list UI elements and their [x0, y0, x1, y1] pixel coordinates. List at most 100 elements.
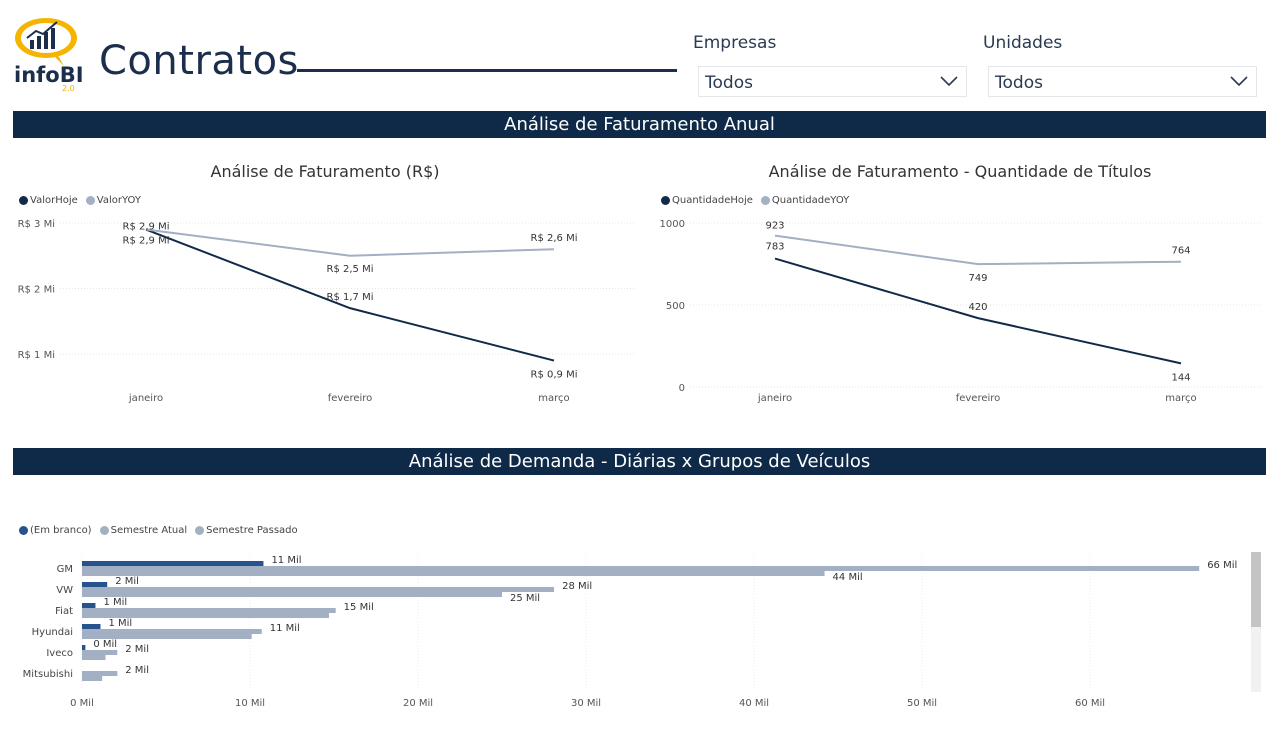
data-label: 11 Mil — [271, 555, 301, 566]
bar-2-iveco — [82, 655, 106, 660]
logo-text: infoBI — [14, 63, 82, 87]
legend-label: Semestre Passado — [206, 525, 298, 536]
bar-0-gm — [82, 561, 264, 566]
data-label: 66 Mil — [1207, 560, 1237, 571]
data-label: 2 Mil — [125, 644, 149, 655]
data-label: 420 — [968, 302, 987, 313]
data-label: 0 Mil — [93, 639, 117, 650]
bar-1-vw — [82, 587, 555, 592]
legend-label: ValorHoje — [30, 195, 78, 206]
x-tick-label: 30 Mil — [571, 698, 601, 709]
x-tick-label: janeiro — [128, 393, 163, 404]
legend-dot — [760, 196, 770, 205]
data-label: 2 Mil — [115, 576, 139, 587]
empresas-value: Todos — [705, 73, 753, 93]
unidades-dropdown[interactable]: Todos — [988, 66, 1257, 97]
scrollbar-thumb[interactable] — [1251, 552, 1261, 627]
section-analise-demanda: Análise de Demanda - Diárias x Grupos de… — [13, 448, 1266, 475]
bar-0-iveco — [82, 645, 86, 650]
legend-demanda: (Em branco) Semestre Atual Semestre Pass… — [19, 525, 302, 536]
y-tick-label: 0 — [679, 383, 685, 394]
legend-item-quantidadehoje[interactable]: QuantidadeHoje — [661, 195, 753, 206]
empresas-label: Empresas — [693, 33, 777, 53]
data-label: 749 — [968, 273, 987, 284]
chevron-down-icon — [940, 76, 958, 87]
legend-item-semestre-atual[interactable]: Semestre Atual — [99, 525, 188, 536]
legend-item-em-branco[interactable]: (Em branco) — [19, 525, 92, 536]
data-label: 25 Mil — [510, 593, 540, 604]
x-tick-label: março — [1165, 393, 1196, 404]
series-line-valorhoje — [145, 228, 555, 362]
legend-quantidade: QuantidadeHoje QuantidadeYOY — [661, 195, 853, 206]
page-title: Contratos — [99, 38, 299, 84]
unidades-label: Unidades — [983, 33, 1063, 53]
x-tick-label: 60 Mil — [1075, 698, 1105, 709]
data-label: 1 Mil — [108, 618, 132, 629]
legend-item-valoryoy[interactable]: ValorYOY — [85, 195, 141, 206]
bar-2-fiat — [82, 613, 329, 618]
bar-1-fiat — [82, 608, 336, 613]
series-line-quantidadehoje — [774, 257, 1182, 365]
bar-1-hyundai — [82, 629, 262, 634]
data-label: 783 — [765, 242, 784, 253]
y-tick-label: 1000 — [660, 219, 685, 230]
bar-0-hyundai — [82, 624, 101, 629]
y-tick-label: 500 — [666, 301, 685, 312]
y-category-label: Hyundai — [32, 627, 73, 638]
bar-1-mitsubishi — [82, 671, 118, 676]
y-category-label: Mitsubishi — [23, 669, 73, 680]
legend-label: QuantidadeYOY — [771, 195, 850, 206]
bar-0-fiat — [82, 603, 96, 608]
chart-title-quantidade: Análise de Faturamento - Quantidade de T… — [768, 162, 1152, 181]
data-label: 1 Mil — [103, 597, 127, 608]
data-label: 144 — [1171, 372, 1190, 383]
x-tick-label: 50 Mil — [907, 698, 937, 709]
legend-item-quantidadeyoy[interactable]: QuantidadeYOY — [760, 195, 850, 206]
x-tick-label: fevereiro — [328, 393, 373, 404]
x-tick-label: 10 Mil — [235, 698, 265, 709]
data-label: R$ 1,7 Mi — [327, 292, 374, 303]
x-tick-label: fevereiro — [956, 393, 1001, 404]
legend-label: Semestre Atual — [110, 525, 188, 536]
legend-dot — [19, 526, 28, 535]
section-faturamento-anual: Análise de Faturamento Anual — [13, 111, 1266, 138]
data-label: R$ 2,9 Mi — [123, 222, 170, 233]
data-label: 764 — [1171, 246, 1190, 257]
y-category-label: Fiat — [55, 606, 73, 617]
legend-dot — [195, 526, 205, 535]
data-label: R$ 0,9 Mi — [531, 370, 578, 381]
data-label: 923 — [765, 221, 784, 232]
chart-title-faturamento: Análise de Faturamento (R$) — [210, 162, 440, 181]
x-tick-label: 20 Mil — [403, 698, 433, 709]
bar-1-gm — [82, 566, 1200, 571]
series-line-valoryoy — [145, 228, 555, 257]
empresas-dropdown[interactable]: Todos — [698, 66, 967, 97]
data-label: R$ 2,6 Mi — [531, 233, 578, 244]
bar-1-iveco — [82, 650, 118, 655]
bar-2-mitsubishi — [82, 676, 103, 681]
x-tick-label: 40 Mil — [739, 698, 769, 709]
legend-label: QuantidadeHoje — [672, 195, 753, 206]
y-category-label: Iveco — [46, 648, 73, 659]
data-label: R$ 2,5 Mi — [327, 264, 374, 275]
data-label: 15 Mil — [344, 602, 374, 613]
x-tick-label: 0 Mil — [70, 698, 94, 709]
legend-label: ValorYOY — [96, 195, 141, 206]
x-tick-label: janeiro — [757, 393, 792, 404]
legend-dot — [19, 196, 28, 205]
unidades-value: Todos — [995, 73, 1043, 93]
y-category-label: VW — [56, 585, 73, 596]
infobi-logo: infoBI 2.0 — [12, 14, 84, 94]
x-tick-label: março — [538, 393, 569, 404]
legend-item-valorhoje[interactable]: ValorHoje — [19, 195, 78, 206]
legend-dot — [661, 196, 670, 205]
legend-item-semestre-passado[interactable]: Semestre Passado — [195, 525, 298, 536]
y-tick-label: R$ 2 Mi — [18, 285, 55, 296]
bar-2-hyundai — [82, 634, 252, 639]
bar-0-vw — [82, 582, 108, 587]
legend-dot — [85, 196, 95, 205]
legend-dot — [99, 526, 109, 535]
legend-label: (Em branco) — [30, 525, 92, 536]
data-label: 11 Mil — [270, 623, 300, 634]
